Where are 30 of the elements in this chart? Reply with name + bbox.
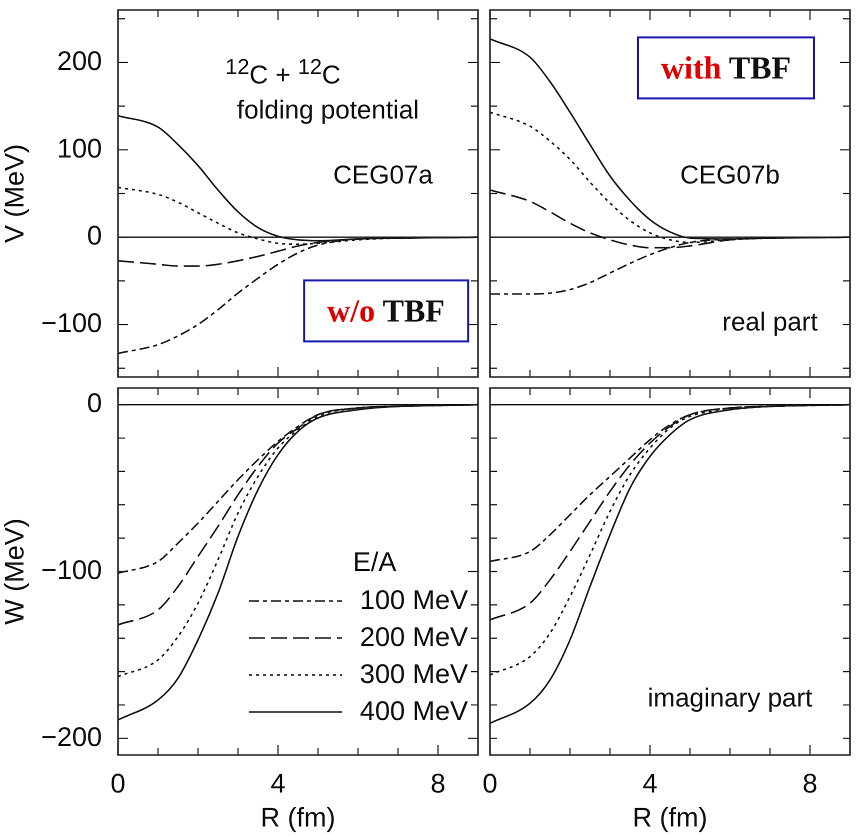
annotation: with TBF <box>636 36 816 100</box>
annotation: imaginary part <box>648 682 812 713</box>
x-axis-title: R (fm) <box>260 802 336 832</box>
y-tick-label: −100 <box>41 554 102 585</box>
x-tick-label: 0 <box>482 768 498 799</box>
x-tick-label: 4 <box>270 768 286 799</box>
annotation: folding potential <box>236 94 420 125</box>
legend-label: 200 MeV <box>360 622 468 653</box>
x-tick-label: 8 <box>802 768 818 799</box>
y-axis-title: V (MeV) <box>0 144 30 244</box>
x-tick-label: 4 <box>642 768 658 799</box>
x-axis-title: R (fm) <box>632 802 708 832</box>
y-tick-label: 0 <box>86 220 102 251</box>
y-tick-label: −100 <box>41 308 102 338</box>
annotation: w/o TBF <box>303 279 469 343</box>
annotation: $^{12}$C + $^{12}$C <box>225 54 341 90</box>
y-tick-label: 200 <box>56 46 102 76</box>
x-tick-label: 8 <box>430 768 446 799</box>
legend-label: 100 MeV <box>360 585 468 616</box>
legend-title: E/A <box>352 547 398 578</box>
y-axis-title: W (MeV) <box>0 518 30 625</box>
annotation: real part <box>722 306 818 337</box>
legend-label: 400 MeV <box>360 696 468 727</box>
legend-label: 300 MeV <box>360 659 468 690</box>
y-tick-label: −200 <box>41 722 102 752</box>
y-tick-label: 0 <box>86 388 102 418</box>
x-tick-label: 0 <box>110 768 126 799</box>
y-tick-label: 100 <box>56 133 102 164</box>
annotation: CEG07b <box>680 160 780 190</box>
annotation: CEG07a <box>333 160 433 190</box>
